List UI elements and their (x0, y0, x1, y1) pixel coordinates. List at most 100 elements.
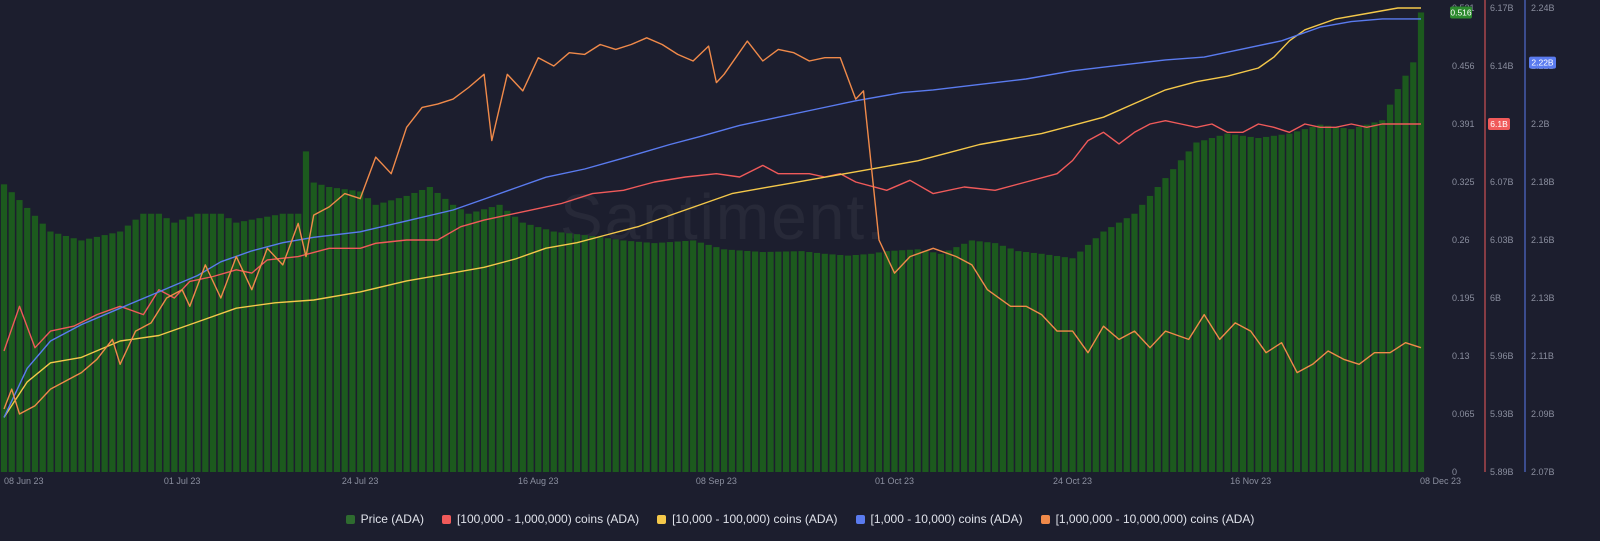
price-bar (976, 241, 983, 472)
price-bar (1278, 134, 1285, 472)
price-bar (899, 250, 906, 472)
price-bar (1301, 129, 1308, 473)
price-bar (542, 229, 550, 472)
legend-label: Price (ADA) (360, 512, 424, 526)
price-bar (1239, 135, 1247, 472)
price-bar (372, 204, 379, 472)
price-bar (1379, 120, 1386, 473)
price-bar (16, 200, 23, 472)
price-bar (566, 233, 573, 472)
price-bar (488, 207, 495, 473)
price-bar (1216, 135, 1223, 472)
price-bar (465, 213, 472, 472)
price-bar (1146, 195, 1154, 473)
price-bar (8, 192, 15, 473)
price-bar (287, 213, 294, 472)
price-bar (426, 187, 433, 473)
price-bar (117, 231, 124, 472)
price-bar (829, 254, 836, 472)
price-bar (209, 213, 217, 472)
price-bar (70, 238, 77, 472)
price-bar (930, 252, 937, 472)
price-bar (1046, 254, 1053, 472)
legend-swatch-icon (855, 514, 865, 524)
price-bar (240, 221, 248, 472)
price-bar (1123, 218, 1130, 472)
price-bar (318, 184, 325, 472)
y-tick-label: 2.07B (1531, 467, 1555, 477)
price-bar (759, 252, 766, 472)
price-bar (1332, 126, 1339, 472)
price-bar (1270, 135, 1277, 472)
y-tick-label: 5.89B (1490, 467, 1514, 477)
price-bar (860, 254, 867, 472)
price-bar (1022, 252, 1030, 472)
price-bar (256, 218, 263, 472)
price-bar (47, 231, 54, 472)
price-bar (1201, 140, 1208, 472)
legend-item[interactable]: [10,000 - 100,000) coins (ADA) (657, 512, 838, 526)
price-bar (1038, 253, 1045, 472)
price-bar (767, 251, 774, 472)
price-bar (968, 240, 975, 472)
price-bar (1255, 138, 1262, 473)
price-bar (1294, 131, 1301, 472)
price-bar (264, 216, 271, 472)
price-bar (388, 200, 395, 472)
price-bar (1162, 178, 1169, 473)
y-tick-label: 6B (1490, 293, 1501, 303)
price-bar (1061, 257, 1068, 472)
price-bar (751, 251, 759, 472)
price-bar (248, 219, 255, 472)
price-bar (295, 213, 302, 472)
price-bar (0, 184, 8, 472)
y-tick-label: 6.07B (1490, 177, 1514, 187)
price-bar (589, 235, 596, 472)
price-bar (527, 224, 534, 472)
price-bar (643, 242, 650, 472)
y-tick-label: 2.09B (1531, 409, 1555, 419)
price-bar (1077, 251, 1084, 472)
y-tick-label: 2.13B (1531, 293, 1555, 303)
legend-label: [100,000 - 1,000,000) coins (ADA) (456, 512, 640, 526)
price-bar (1030, 252, 1037, 472)
price-bar (1232, 134, 1239, 472)
price-bar (310, 182, 317, 472)
price-bar (635, 241, 643, 472)
price-bar (39, 223, 46, 472)
price-bar (612, 239, 619, 472)
price-bar (1185, 151, 1192, 472)
price-bar (984, 242, 991, 472)
legend-item[interactable]: [1,000 - 10,000) coins (ADA) (855, 512, 1023, 526)
price-bar (233, 222, 240, 472)
price-bar (813, 252, 821, 472)
price-bar (457, 209, 464, 472)
price-bar (62, 235, 70, 472)
price-bar (434, 192, 441, 472)
price-bar (736, 250, 743, 472)
x-tick-label: 08 Jun 23 (4, 476, 44, 486)
price-bar (1193, 142, 1200, 472)
price-bar (101, 235, 108, 472)
current-value-badge (1450, 6, 1472, 19)
y-tick-label: 2.2B (1531, 119, 1550, 129)
x-tick-label: 24 Oct 23 (1053, 476, 1092, 486)
price-bar (744, 250, 751, 472)
price-bar (597, 237, 604, 472)
price-bar (659, 242, 666, 472)
price-bar (1402, 75, 1409, 473)
price-bar (1108, 227, 1115, 472)
y-tick-label: 2.11B (1531, 351, 1554, 361)
price-bar (721, 249, 728, 472)
price-bar (93, 236, 101, 472)
price-bar (1355, 126, 1363, 472)
y-tick-label: 0.325 (1452, 177, 1475, 187)
price-bar (24, 207, 31, 472)
legend-item[interactable]: [1,000,000 - 10,000,000) coins (ADA) (1040, 512, 1254, 526)
price-bar (163, 218, 170, 472)
price-bar (1208, 138, 1216, 473)
legend-item[interactable]: Price (ADA) (345, 512, 424, 526)
price-bar (690, 240, 697, 472)
x-tick-label: 01 Oct 23 (875, 476, 914, 486)
legend-item[interactable]: [100,000 - 1,000,000) coins (ADA) (441, 512, 640, 526)
